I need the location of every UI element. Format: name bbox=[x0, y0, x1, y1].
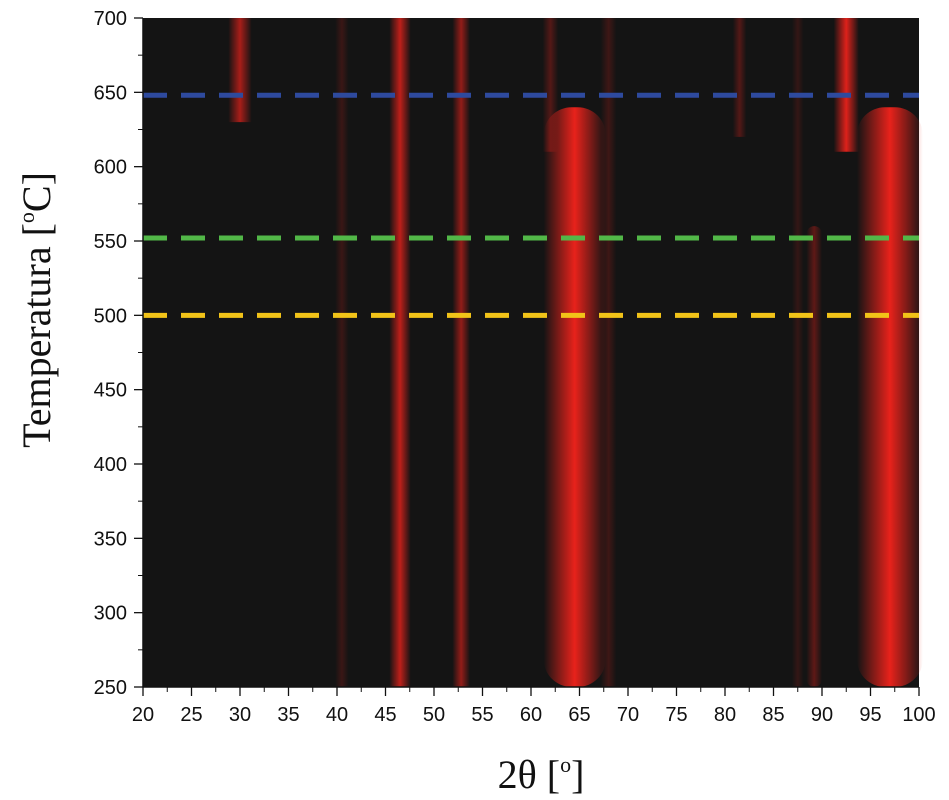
y-tick-label: 350 bbox=[94, 528, 127, 550]
x-axis-title-base: 2θ [ bbox=[498, 752, 560, 797]
x-tick-label: 25 bbox=[180, 704, 202, 726]
tick-labels: 20 25 30 35 40 45 50 55 60 65 70 75 80 85 90 95 100 250 30… bbox=[94, 8, 936, 726]
y-tick-label: 600 bbox=[94, 157, 127, 179]
y-tick-label: 650 bbox=[94, 82, 127, 104]
intensity-bands bbox=[228, 18, 923, 687]
intensity-band bbox=[791, 18, 804, 687]
x-tick-label: 50 bbox=[423, 704, 445, 726]
x-tick-label: 70 bbox=[617, 704, 639, 726]
y-axis-title-base: Temperatura [ bbox=[14, 223, 59, 448]
x-tick-label: 80 bbox=[714, 704, 736, 726]
y-tick-label: 300 bbox=[94, 603, 127, 625]
y-tick-label: 500 bbox=[94, 305, 127, 327]
intensity-band bbox=[806, 226, 822, 687]
x-tick-label: 20 bbox=[132, 704, 154, 726]
x-tick-label: 100 bbox=[902, 704, 935, 726]
y-axis-title-end: C] bbox=[14, 172, 59, 212]
intensity-band bbox=[732, 18, 747, 137]
intensity-band bbox=[833, 18, 859, 152]
intensity-band bbox=[335, 18, 349, 687]
x-tick-label: 85 bbox=[762, 704, 784, 726]
x-axis-title-sup: o bbox=[560, 752, 571, 777]
x-tick-label: 65 bbox=[568, 704, 590, 726]
y-tick-label: 250 bbox=[94, 677, 127, 699]
intensity-band bbox=[452, 18, 470, 687]
y-axis-title: Temperatura [oC] bbox=[14, 172, 59, 448]
x-axis-title: 2θ [o] bbox=[498, 752, 585, 797]
x-tick-label: 30 bbox=[229, 704, 251, 726]
y-tick-label: 450 bbox=[94, 380, 127, 402]
y-axis-title-sup: o bbox=[14, 212, 39, 223]
temperature-reference-lines bbox=[143, 92, 919, 318]
x-tick-label: 35 bbox=[277, 704, 299, 726]
x-axis-title-end: ] bbox=[571, 752, 584, 797]
x-tick-label: 90 bbox=[811, 704, 833, 726]
x-tick-label: 40 bbox=[326, 704, 348, 726]
plot-background bbox=[143, 18, 919, 687]
y-tick-label: 550 bbox=[94, 231, 127, 253]
x-tick-label: 60 bbox=[520, 704, 542, 726]
intensity-band bbox=[228, 18, 252, 123]
intensity-band bbox=[542, 18, 559, 152]
intensity-band bbox=[600, 18, 617, 687]
y-tick-label: 400 bbox=[94, 454, 127, 476]
x-tick-label: 55 bbox=[471, 704, 493, 726]
intensity-band bbox=[389, 18, 411, 687]
x-tick-label: 95 bbox=[859, 704, 881, 726]
intensity-band bbox=[543, 107, 606, 687]
y-tick-label: 700 bbox=[94, 8, 127, 30]
intensity-band bbox=[856, 107, 923, 687]
tick-marks bbox=[134, 17, 920, 696]
x-tick-label: 45 bbox=[374, 704, 396, 726]
x-tick-label: 75 bbox=[665, 704, 687, 726]
